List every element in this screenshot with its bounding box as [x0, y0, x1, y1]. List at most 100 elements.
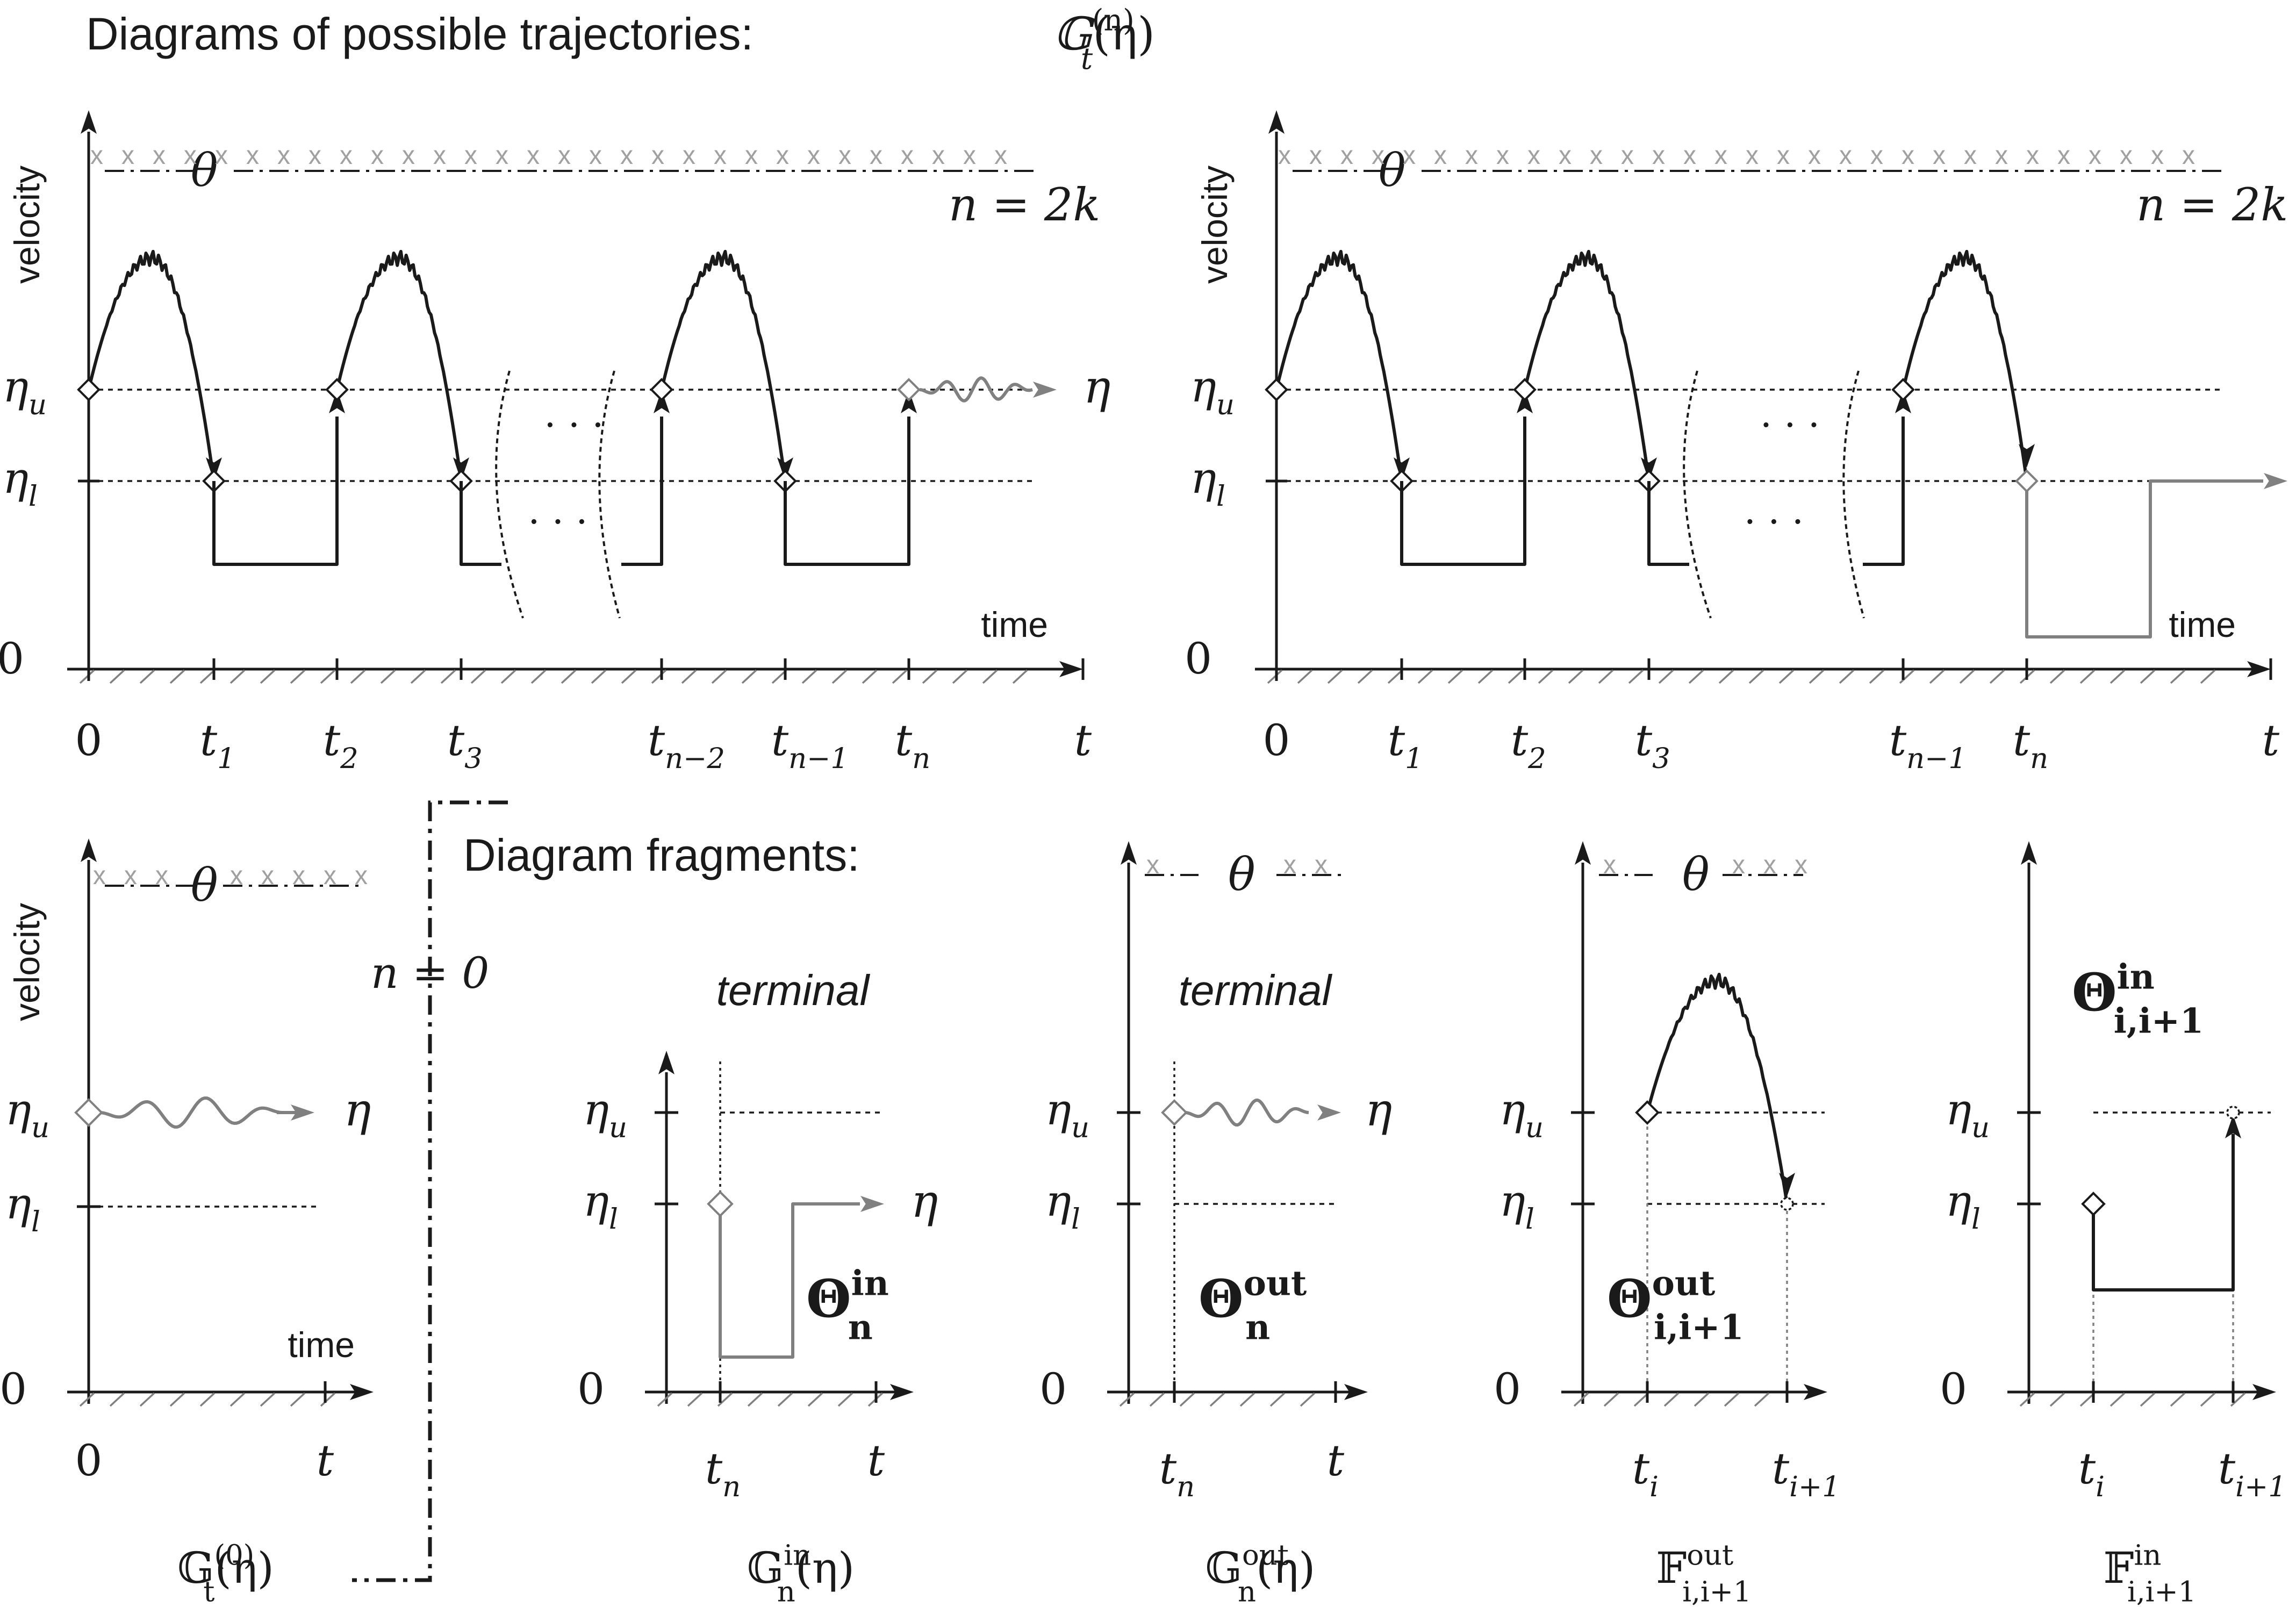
panel-fragment-g-in: 0 ηu ηl terminal η Θin n tn t 𝔾in n(η) — [577, 966, 938, 1607]
x-tick-label: t2 — [1511, 715, 1546, 775]
terminal-label: terminal — [716, 966, 871, 1014]
eta-l-label: ηl — [1499, 1176, 1534, 1236]
eta-l-label: ηl — [583, 1176, 618, 1236]
x-tick-label: tn — [705, 1444, 741, 1503]
x-tick-label: t3 — [1635, 715, 1670, 775]
eta-u-label: ηu — [3, 362, 47, 421]
threshold-cross: x — [1777, 141, 1790, 170]
ground-hatch — [199, 669, 216, 684]
threshold-cross: x — [340, 141, 353, 170]
ground-hatch — [807, 1392, 823, 1407]
theta-label: θ — [191, 144, 218, 197]
ground-hatch — [711, 669, 727, 684]
terminal-arrow — [291, 1104, 314, 1121]
threshold-cross: x — [433, 141, 446, 170]
ground-hatch — [687, 1392, 703, 1407]
ground-hatch — [139, 1392, 155, 1407]
x-tick-label: tn−1 — [771, 715, 849, 775]
trajectory-hump — [660, 249, 787, 482]
ground-hatch — [1603, 1392, 1619, 1407]
threshold-cross: x — [994, 141, 1007, 170]
threshold-cross: x — [496, 141, 508, 170]
panel-fragment-f-in: 0 ηu ηl Θin i,i+1 ti ti+1 𝔽in i,i+1 — [1940, 841, 2286, 1607]
threshold-cross: x — [230, 862, 243, 890]
ground-hatch — [1658, 669, 1674, 684]
ground-hatch — [982, 669, 998, 684]
y-axis-arrow — [81, 838, 97, 862]
cross-up-marker — [1891, 378, 1915, 401]
rise-arrow — [654, 390, 670, 413]
x-tick-label: ti — [1632, 1444, 1659, 1503]
threshold-cross: x — [1309, 141, 1322, 170]
ground-hatch — [260, 669, 276, 684]
ground-hatch — [657, 1392, 673, 1407]
threshold-cross: x — [1283, 851, 1296, 879]
ground-hatch — [651, 669, 667, 684]
panel-caption: 𝔾in n(η) — [747, 1539, 855, 1607]
threshold-cross: x — [870, 141, 882, 170]
ground-hatch — [1778, 669, 1795, 684]
ground-hatch — [199, 1392, 216, 1407]
threshold-cross: x — [90, 141, 103, 170]
ellipsis-lower: · · · — [1744, 500, 1804, 544]
threshold-cross: x — [1372, 141, 1384, 170]
threshold-cross: x — [155, 862, 168, 890]
ground-hatch — [2049, 1392, 2065, 1407]
threshold-cross: x — [1403, 141, 1416, 170]
ground-hatch — [1959, 669, 1975, 684]
x-tick-label: 0 — [75, 1436, 103, 1486]
ground-hatch — [1269, 1392, 1286, 1407]
ground-hatch — [1267, 669, 1283, 684]
y-zero-label: 0 — [0, 1364, 27, 1414]
ground-hatch — [681, 669, 697, 684]
threshold-cross: x — [745, 141, 758, 170]
drop-arrow — [453, 457, 469, 481]
threshold-cross: x — [1808, 141, 1821, 170]
threshold-cross: x — [1146, 851, 1159, 879]
threshold-cross: x — [464, 141, 477, 170]
ground-hatch — [169, 669, 185, 684]
ground-hatch — [2230, 1392, 2246, 1407]
ground-hatch — [1724, 1392, 1740, 1407]
threshold-cross: x — [2120, 141, 2133, 170]
threshold-cross: x — [1603, 851, 1616, 879]
ground-hatch — [1508, 669, 1524, 684]
ground-hatch — [320, 669, 336, 684]
ground-hatch — [1538, 669, 1554, 684]
x-tick-label: t — [1074, 715, 1092, 765]
ground-hatch — [79, 669, 95, 684]
theta-label: θ — [1682, 848, 1710, 901]
low-segment — [2092, 1134, 2235, 1292]
x-tick-label: t1 — [200, 715, 235, 775]
eta-target-label: η — [1084, 361, 1110, 413]
threshold-cross: x — [1652, 141, 1665, 170]
x-tick-label: t — [317, 1436, 334, 1486]
threshold-cross: x — [1315, 851, 1328, 879]
x-tick-label: ti+1 — [1772, 1444, 1840, 1503]
threshold-cross: x — [2182, 141, 2195, 170]
terminal-arrow — [1033, 382, 1057, 398]
x-tick-label: t3 — [447, 715, 483, 775]
ground-hatch — [1989, 669, 2005, 684]
ground-hatch — [440, 669, 456, 684]
ground-hatch — [2019, 1392, 2035, 1407]
x-tick-label: tn — [895, 715, 930, 775]
y-axis-title: velocity — [1195, 166, 1235, 284]
threshold-cross: x — [246, 141, 259, 170]
ground-hatch — [922, 669, 938, 684]
theta-in-label: Θin i,i+1 — [2072, 957, 2204, 1041]
break-curve — [1683, 370, 1712, 619]
ground-hatch — [1628, 669, 1644, 684]
rise-arrow — [2225, 1115, 2241, 1138]
threshold-cross: x — [1995, 141, 2008, 170]
drop-arrow — [1779, 1173, 1795, 1196]
ground-hatch — [410, 669, 426, 684]
threshold-cross: x — [1795, 851, 1807, 879]
threshold-cross: x — [1527, 141, 1540, 170]
ground-hatch — [1809, 669, 1825, 684]
threshold-cross: x — [184, 141, 197, 170]
theta-out-label: Θout n — [1199, 1264, 1307, 1347]
ground-hatch — [2200, 669, 2216, 684]
